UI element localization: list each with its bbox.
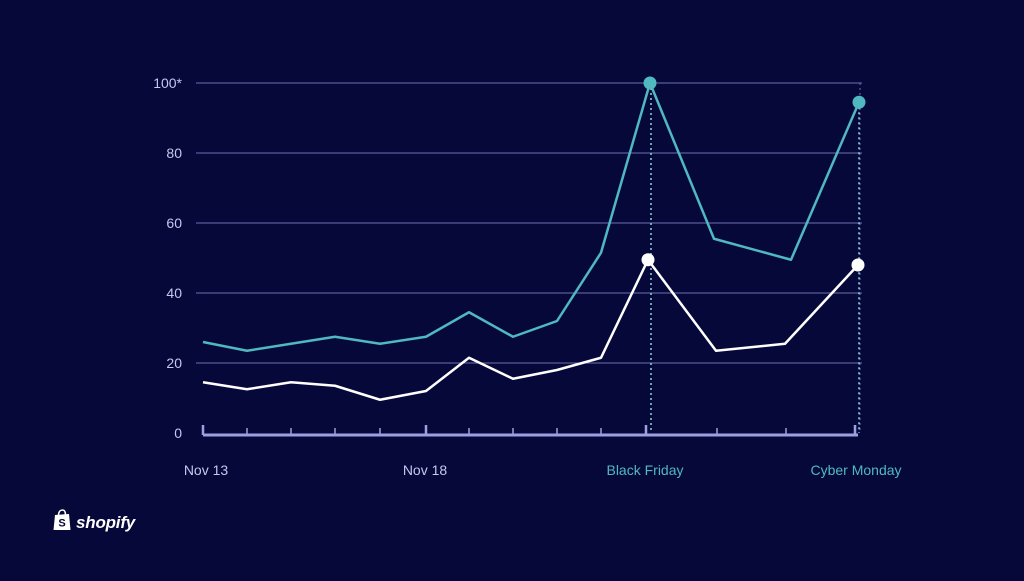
x-tick-label-0: Nov 13 bbox=[184, 462, 229, 478]
y-tick-label-0: 0 bbox=[174, 425, 182, 441]
series-1-point-1 bbox=[851, 258, 865, 272]
series-line-1 bbox=[202, 258, 859, 401]
y-tick-label-5: 100* bbox=[153, 75, 182, 91]
x-tick-label-3: Cyber Monday bbox=[810, 462, 901, 478]
series-0-point-0 bbox=[643, 76, 657, 90]
svg-text:S: S bbox=[58, 518, 65, 530]
brand-name: shopify bbox=[76, 512, 136, 532]
x-tick-label-1: Nov 18 bbox=[403, 462, 448, 478]
x-tick-label-2: Black Friday bbox=[606, 462, 683, 478]
series-line-0 bbox=[202, 81, 861, 352]
shopify-bag-icon: S bbox=[52, 509, 72, 536]
y-tick-label-2: 40 bbox=[166, 285, 182, 301]
y-tick-label-4: 80 bbox=[166, 145, 182, 161]
y-tick-label-1: 20 bbox=[166, 355, 182, 371]
y-tick-label-3: 60 bbox=[166, 215, 182, 231]
series-1-point-0 bbox=[641, 253, 655, 267]
brand-logo[interactable]: S shopify bbox=[52, 509, 135, 536]
series-0-point-1 bbox=[852, 95, 866, 109]
